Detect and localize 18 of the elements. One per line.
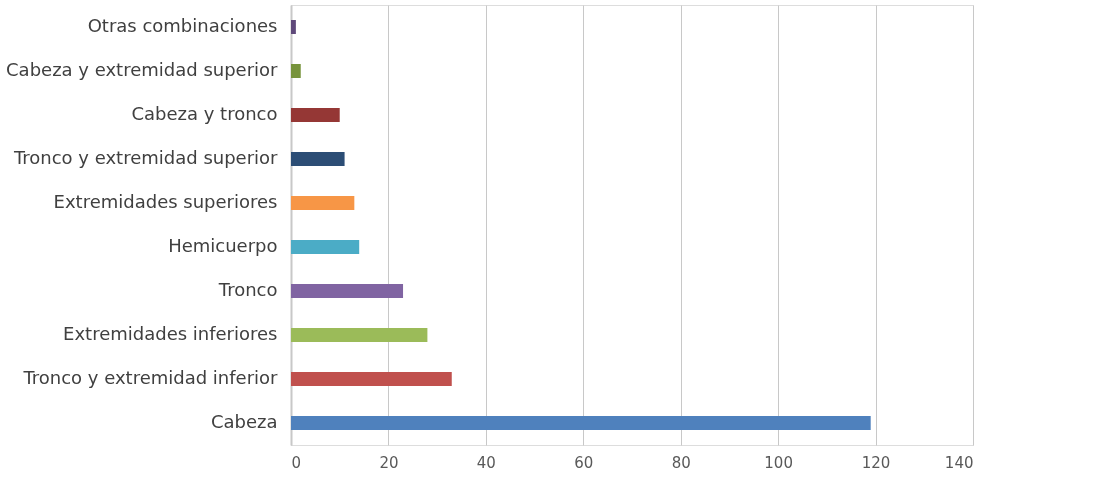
x-tick-label: 0: [291, 453, 302, 472]
y-tick-label: Hemicuerpo: [168, 235, 278, 256]
y-tick-label: Cabeza y tronco: [131, 103, 278, 124]
y-tick-label: Extremidades superiores: [53, 191, 278, 212]
y-tick-label: Otras combinaciones: [87, 15, 278, 36]
x-tick-label: 40: [476, 453, 496, 472]
y-tick-label: Tronco: [217, 279, 278, 300]
y-tick-label: Cabeza: [210, 411, 278, 432]
y-tick-label: Cabeza y extremidad superior: [6, 59, 279, 80]
x-tick-label: 100: [764, 453, 793, 472]
x-tick-label: 80: [671, 453, 691, 472]
x-tick-label: 120: [861, 453, 891, 472]
y-tick-label: Extremidades inferiores: [63, 323, 278, 344]
x-tick-label: 20: [379, 453, 399, 472]
y-tick-label: Tronco y extremidad superior: [12, 147, 279, 168]
x-tick-label: 140: [944, 453, 974, 472]
y-tick-label: Tronco y extremidad inferior: [22, 367, 279, 388]
x-tick-label: 60: [574, 453, 594, 472]
